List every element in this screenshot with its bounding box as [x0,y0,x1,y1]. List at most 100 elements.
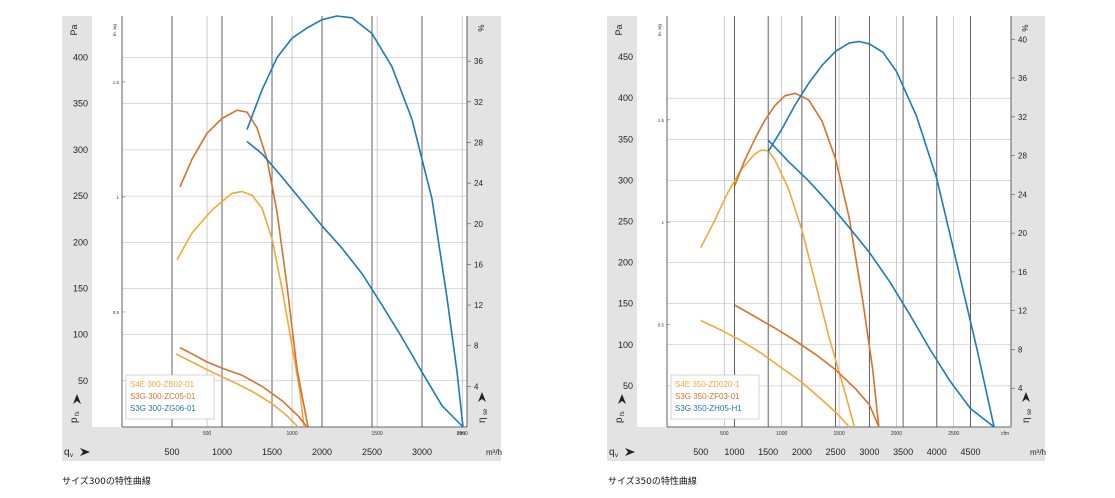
y-sub-unit-label: in. wg [657,24,662,36]
x-tick-label: 3500 [893,447,913,457]
cfm-tick-label: 2000 [891,431,902,437]
pressure-subscript: fs [620,411,626,416]
x-tick-label: 1500 [262,447,282,457]
x-tick-label: 2500 [826,447,846,457]
eff-tick-label: 32 [1018,113,1027,122]
x-tick-label: 2000 [312,447,332,457]
y-tick-label: 50 [78,376,88,386]
eff-tick-label: 28 [474,139,483,148]
eff-subscript: se [483,408,489,415]
y-sub-unit-label: in. wg [112,24,117,36]
x-tick-label: 2000 [792,447,812,457]
y-tick-label: 150 [73,283,88,293]
pressure-curve-1 [179,109,309,428]
flow-arrow-icon [625,448,635,456]
x-tick-label: 4500 [961,447,981,457]
efficiency-curve-2 [246,140,464,428]
cfm-tick-label: 1500 [372,431,383,437]
cfm-tick-label: 2500 [948,431,959,437]
left-axis-band [607,16,637,447]
eff-tick-label: 36 [1018,74,1027,83]
x-tick-label: 3000 [859,447,879,457]
y-tick-label: 450 [618,52,633,62]
x-tick-label: 1000 [212,447,232,457]
efficiency-curve-0 [700,319,850,428]
eff-tick-label: 4 [474,382,479,391]
eff-tick-label: 20 [1018,229,1027,238]
chart-caption-size-350: サイズ350の特性曲線 [608,477,697,487]
eff-tick-label: 16 [1018,268,1027,277]
y-tick-label: 200 [73,237,88,247]
pressure-arrow-icon [618,394,626,404]
legend-entry: S3G 350-ZH05-H1 [675,404,742,413]
x-tick-label: 500 [693,447,708,457]
eff-unit-label: % [1021,24,1030,31]
y-tick-label: 300 [73,145,88,155]
x-tick-label: 1500 [758,447,778,457]
cfm-tick-label: 1000 [776,431,787,437]
y-tick-label: 100 [73,330,88,340]
eff-subscript: se [1027,408,1033,415]
y-tick-label: 350 [73,99,88,109]
y-tick-label: 200 [618,258,633,268]
legend-box [670,374,760,420]
y-unit-label: Pa [614,24,624,35]
eff-arrow-icon [1022,392,1030,402]
inwg-tick-label: 0.5 [113,310,120,315]
eff-tick-label: 24 [1018,190,1027,199]
flow-symbol: q [609,447,615,458]
flow-subscript: v [615,453,618,459]
legend-entry: S4E 300-ZB02-01 [130,380,195,389]
inwg-tick-label: 1.5 [658,118,665,123]
x-unit-label: m³/h [1030,448,1046,457]
x-sub-unit-label: cfm [1001,431,1009,437]
y-tick-label: 150 [618,299,633,309]
right-axis-band [1011,16,1045,447]
eff-tick-label: 8 [474,342,479,351]
y-tick-label: 350 [618,134,633,144]
chart-caption-size-300: サイズ300の特性曲線 [62,477,151,487]
cfm-tick-label: 1500 [834,431,845,437]
y-tick-label: 250 [618,217,633,227]
x-tick-label: 3000 [412,447,432,457]
efficiency-curve-2 [767,139,995,428]
flow-arrow-icon [80,448,90,456]
eff-tick-label: 40 [1018,35,1027,44]
legend-box [125,374,215,420]
eff-tick-label: 8 [1018,345,1023,354]
legend-entry: S3G 350-ZF03-01 [675,392,740,401]
pressure-curve-2 [246,15,464,428]
eff-tick-label: 20 [474,220,483,229]
eff-unit-label: % [477,24,486,31]
legend-entry: S3G 300-ZG06-01 [130,404,196,413]
y-unit-label: Pa [69,24,79,35]
eff-tick-label: 16 [474,260,483,269]
pressure-symbol: p [614,417,625,423]
pressure-arrow-icon [73,394,81,404]
eff-tick-label: 36 [474,57,483,66]
y-tick-label: 400 [73,53,88,63]
cfm-tick-label: 500 [203,431,212,437]
efficiency-curve-0 [175,353,299,428]
y-tick-label: 50 [623,381,633,391]
y-tick-label: 400 [618,93,633,103]
cfm-tick-label: 2000 [457,431,468,437]
eff-tick-label: 32 [474,98,483,107]
efficiency-curve-1 [734,304,880,428]
eff-tick-label: 24 [474,179,483,188]
legend-entry: S3G 300-ZC05-01 [130,392,196,401]
pressure-curve-0 [176,190,305,428]
right-axis-band [467,16,501,447]
flow-subscript: v [70,453,73,459]
pressure-curve-0 [699,149,856,428]
pressure-curve-1 [733,92,880,428]
y-tick-label: 250 [73,191,88,201]
bottom-axis-band [62,427,501,461]
plot-area [122,16,467,427]
eff-tick-label: 12 [474,301,483,310]
y-tick-label: 100 [618,340,633,350]
x-tick-label: 2500 [362,447,382,457]
inwg-tick-label: 1.5 [113,80,120,85]
x-tick-label: 1000 [724,447,744,457]
inwg-tick-label: 1 [661,220,664,225]
